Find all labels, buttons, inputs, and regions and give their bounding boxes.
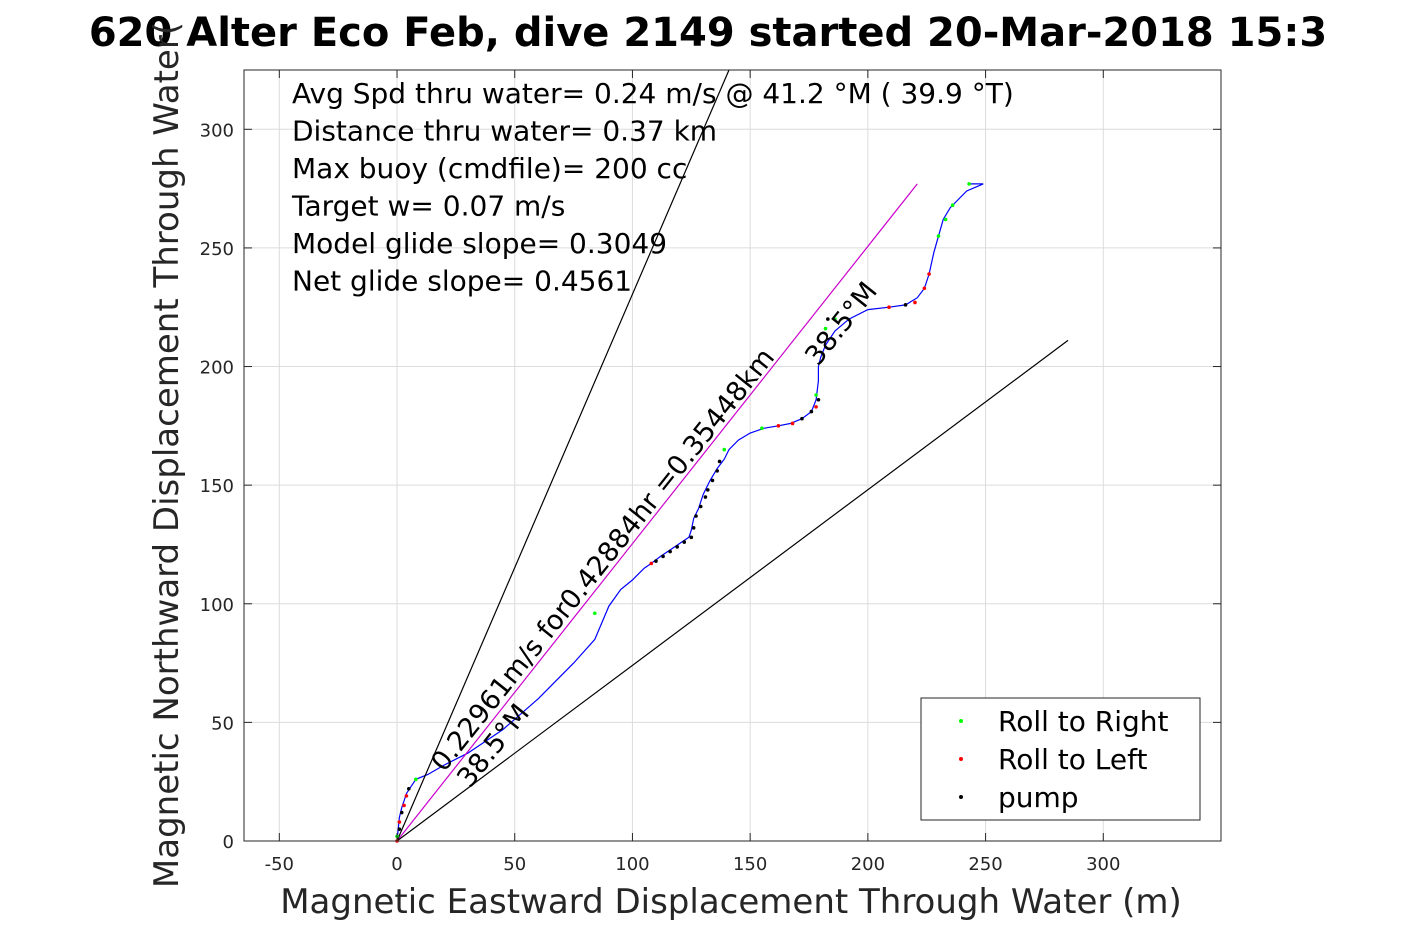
marker-roll-to-left	[790, 421, 795, 426]
legend-marker-pump	[959, 795, 963, 799]
stat-line: Target w= 0.07 m/s	[291, 190, 565, 223]
marker-pump	[710, 478, 715, 483]
y-tick-label: 100	[200, 595, 234, 616]
chart-title: 620 Alter Eco Feb, dive 2149 started 20-…	[89, 10, 1327, 56]
marker-pump	[717, 459, 722, 464]
y-tick-label: 50	[211, 713, 234, 734]
x-tick-label: 200	[851, 854, 885, 875]
marker-pump	[698, 504, 703, 509]
series-line-1	[396, 183, 918, 842]
legend-label-roll-to-right: Roll to Right	[998, 705, 1169, 738]
marker-pump	[675, 545, 679, 549]
series-line-0	[396, 183, 984, 842]
x-axis-label: Magnetic Eastward Displacement Through W…	[280, 882, 1182, 922]
marker-roll-to-left	[887, 305, 891, 310]
marker-roll-to-left	[397, 820, 402, 824]
marker-pump	[816, 397, 821, 402]
stat-line: Model glide slope= 0.3049	[292, 227, 667, 260]
axis-ticks: -50 0 50 100 150 200 250 300 0 50 100 150 200 250 300	[200, 70, 1221, 875]
marker-roll-to-right	[833, 317, 837, 321]
marker-roll-to-left	[922, 286, 927, 291]
y-tick-label: 300	[200, 120, 234, 141]
x-tick-label: 250	[968, 854, 1002, 875]
marker-pump	[800, 416, 804, 421]
marker-roll-to-left	[649, 561, 654, 566]
marker-pump	[406, 787, 411, 791]
marker-roll-to-left	[404, 794, 409, 798]
marker-pump	[705, 488, 710, 492]
x-tick-label: -50	[265, 854, 294, 875]
marker-pump	[661, 554, 665, 559]
legend: Roll to Right Roll to Left pump	[920, 697, 1201, 821]
marker-pump	[689, 535, 694, 540]
y-axis-label: Magnetic Northward Displacement Through …	[147, 22, 187, 888]
y-tick-label: 0	[223, 832, 234, 853]
y-tick-label: 200	[200, 358, 234, 379]
marker-roll-to-left	[927, 272, 931, 276]
x-tick-label: 300	[1086, 854, 1120, 875]
marker-pump	[654, 559, 658, 563]
marker-pump	[809, 409, 814, 414]
marker-roll-to-right	[967, 182, 971, 186]
stat-line: Distance thru water= 0.37 km	[292, 115, 717, 148]
legend-label-roll-to-left: Roll to Left	[998, 743, 1147, 776]
x-tick-label: 150	[733, 854, 767, 875]
marker-pump	[691, 526, 696, 530]
stat-line: Net glide slope= 0.4561	[292, 265, 632, 298]
marker-pump	[399, 810, 404, 815]
marker-pump	[668, 549, 672, 554]
marker-roll-to-left	[402, 803, 406, 808]
x-tick-label: 50	[503, 854, 526, 875]
y-tick-label: 150	[200, 476, 234, 497]
axes-box	[243, 69, 1222, 842]
marker-roll-to-right	[950, 203, 955, 208]
marker-roll-to-right	[814, 393, 818, 397]
x-tick-label: 0	[391, 854, 402, 875]
marker-roll-to-right	[592, 611, 597, 616]
stats-block: Avg Spd thru water= 0.24 m/s @ 41.2 °M (…	[291, 77, 1014, 298]
marker-roll-to-right	[414, 777, 418, 782]
legend-box	[920, 697, 1201, 821]
marker-roll-to-right	[943, 217, 948, 222]
legend-marker-roll-to-left	[959, 757, 963, 761]
series-line-3	[396, 339, 1069, 842]
marker-pump	[826, 317, 830, 321]
marker-roll-to-left	[814, 405, 818, 409]
marker-pump	[397, 827, 402, 831]
marker-roll-to-right	[722, 447, 727, 452]
x-tick-label: 100	[615, 854, 649, 875]
marker-pump	[715, 469, 719, 473]
marker-pump	[694, 514, 698, 518]
marker-roll-to-right	[760, 426, 764, 431]
legend-marker-roll-to-right	[959, 719, 963, 723]
y-tick-label: 250	[200, 239, 234, 260]
marker-pump	[903, 303, 908, 307]
marker-pump	[682, 540, 687, 544]
marker-pump	[703, 495, 708, 499]
marker-roll-to-right	[936, 234, 941, 238]
legend-label-pump: pump	[998, 781, 1079, 814]
series-line-2	[396, 69, 730, 842]
stat-line: Avg Spd thru water= 0.24 m/s @ 41.2 °M (…	[292, 77, 1014, 110]
stat-line: Max buoy (cmdfile)= 200 cc	[292, 152, 687, 185]
marker-roll-to-left	[913, 300, 917, 305]
marker-roll-to-right	[823, 326, 828, 331]
marker-roll-to-left	[776, 424, 781, 428]
plot-series	[395, 69, 1069, 843]
